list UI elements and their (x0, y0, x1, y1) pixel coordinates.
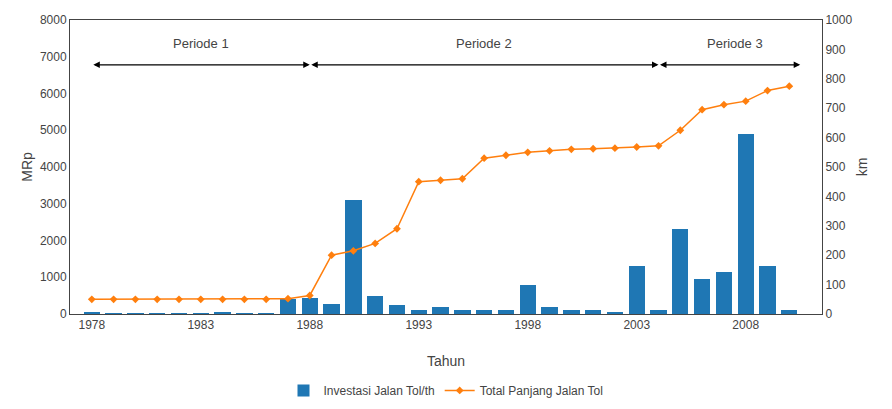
svg-text:Periode 3: Periode 3 (707, 36, 763, 51)
svg-text:4000: 4000 (40, 160, 67, 174)
svg-text:Periode 2: Periode 2 (456, 36, 512, 51)
svg-text:200: 200 (825, 248, 845, 262)
svg-text:2008: 2008 (732, 318, 759, 332)
svg-text:0: 0 (825, 307, 832, 321)
svg-text:2000: 2000 (40, 234, 67, 248)
svg-text:km: km (854, 158, 870, 177)
svg-text:6000: 6000 (40, 87, 67, 101)
svg-text:Investasi Jalan Tol/th: Investasi Jalan Tol/th (324, 384, 435, 398)
svg-text:500: 500 (825, 160, 845, 174)
svg-text:100: 100 (825, 278, 845, 292)
svg-text:1998: 1998 (514, 318, 541, 332)
svg-text:1000: 1000 (40, 270, 67, 284)
svg-text:600: 600 (825, 131, 845, 145)
svg-text:5000: 5000 (40, 123, 67, 137)
svg-text:8000: 8000 (40, 13, 67, 27)
svg-text:0: 0 (60, 307, 67, 321)
svg-text:2003: 2003 (623, 318, 650, 332)
svg-text:Tahun: Tahun (427, 353, 465, 369)
svg-text:Total Panjang Jalan Tol: Total Panjang Jalan Tol (480, 384, 603, 398)
svg-text:Periode 1: Periode 1 (173, 36, 229, 51)
svg-text:1978: 1978 (78, 318, 105, 332)
svg-text:300: 300 (825, 219, 845, 233)
svg-text:MRp: MRp (19, 152, 35, 182)
svg-text:900: 900 (825, 43, 845, 57)
svg-text:7000: 7000 (40, 50, 67, 64)
svg-text:3000: 3000 (40, 197, 67, 211)
svg-text:800: 800 (825, 72, 845, 86)
svg-text:1993: 1993 (405, 318, 432, 332)
svg-text:1983: 1983 (187, 318, 214, 332)
svg-text:700: 700 (825, 101, 845, 115)
svg-text:1988: 1988 (296, 318, 323, 332)
svg-text:1000: 1000 (825, 13, 852, 27)
svg-text:400: 400 (825, 190, 845, 204)
